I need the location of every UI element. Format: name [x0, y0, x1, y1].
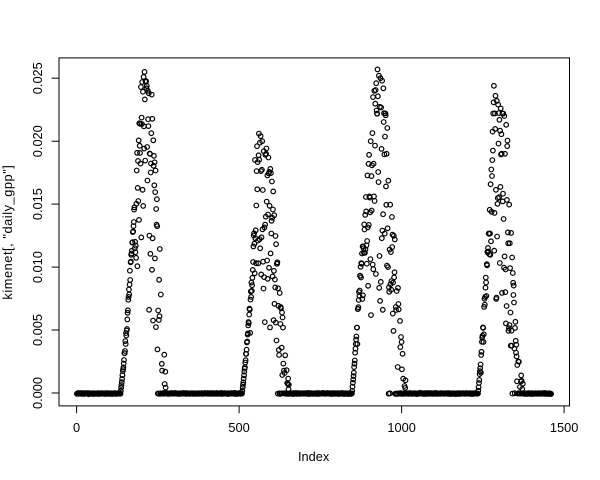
svg-text:1000: 1000: [387, 420, 415, 435]
svg-text:1500: 1500: [550, 420, 578, 435]
svg-text:500: 500: [228, 420, 249, 435]
svg-text:kimenet[, "daily_gpp"]: kimenet[, "daily_gpp"]: [0, 165, 15, 300]
svg-text:0.020: 0.020: [30, 125, 45, 157]
svg-text:0: 0: [73, 420, 80, 435]
svg-text:0.025: 0.025: [30, 62, 45, 94]
svg-text:0.010: 0.010: [30, 251, 45, 283]
svg-text:Index: Index: [298, 449, 330, 464]
svg-text:0.015: 0.015: [30, 188, 45, 220]
svg-text:0.005: 0.005: [30, 314, 45, 346]
svg-text:0.000: 0.000: [30, 377, 45, 409]
